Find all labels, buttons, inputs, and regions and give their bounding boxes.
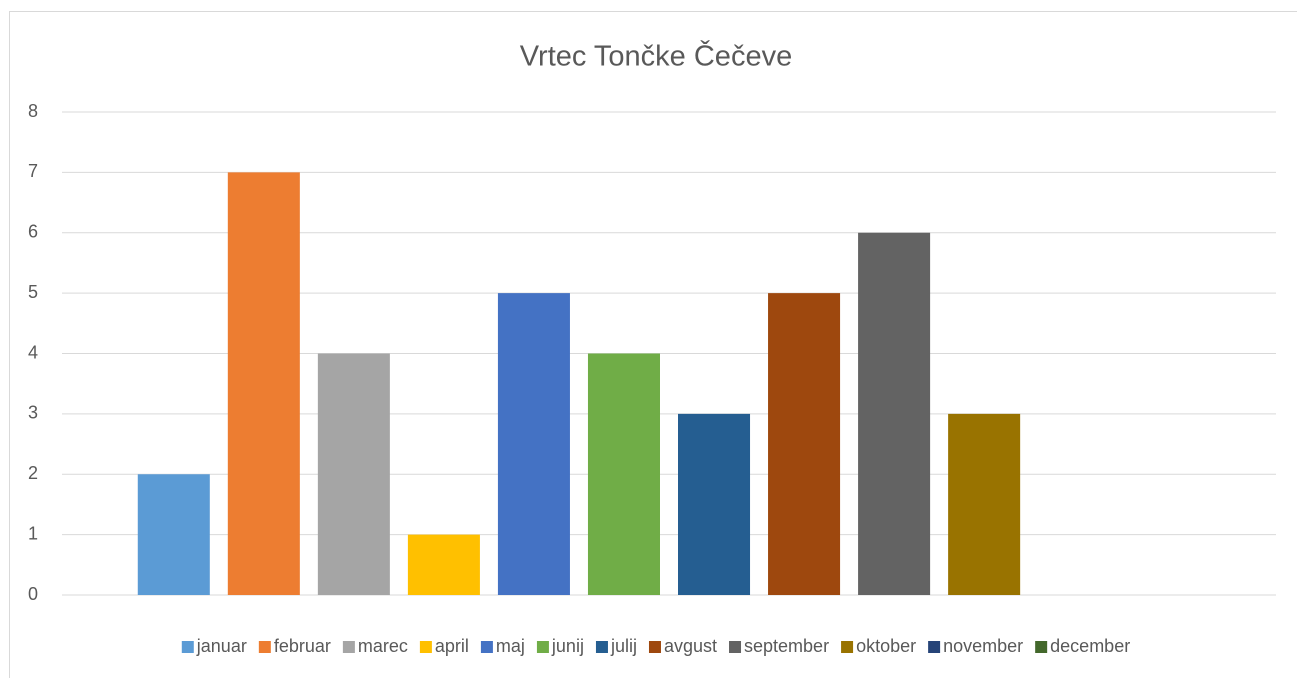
legend-label: maj xyxy=(496,636,525,656)
legend-label: marec xyxy=(358,636,408,656)
legend-swatch xyxy=(841,641,854,653)
y-tick-label: 4 xyxy=(28,342,38,362)
legend-label: december xyxy=(1050,636,1130,656)
legend-label: junij xyxy=(551,636,584,656)
y-tick-label: 5 xyxy=(28,282,38,302)
y-tick-label: 1 xyxy=(28,523,38,543)
y-tick-label: 8 xyxy=(28,101,38,121)
legend-label: oktober xyxy=(856,636,916,656)
legend-label: februar xyxy=(274,636,331,656)
chart-title: Vrtec Tončke Čečeve xyxy=(520,39,792,73)
legend-label: avgust xyxy=(664,636,717,656)
legend-label: april xyxy=(435,636,469,656)
legend-label: januar xyxy=(196,636,247,656)
legend-swatch xyxy=(258,641,271,653)
bar xyxy=(407,534,480,595)
legend-swatch xyxy=(419,641,432,653)
legend-swatch xyxy=(342,641,355,653)
bar xyxy=(497,293,570,595)
bar xyxy=(858,232,931,595)
y-tick-label: 3 xyxy=(28,403,38,423)
bar xyxy=(587,353,660,595)
legend-swatch xyxy=(1035,641,1048,653)
legend-swatch xyxy=(648,641,661,653)
bar xyxy=(768,293,841,595)
bar xyxy=(948,413,1021,595)
y-tick-label: 0 xyxy=(28,584,38,604)
legend-label: november xyxy=(943,636,1023,656)
legend-label: julij xyxy=(610,636,637,656)
legend-swatch xyxy=(595,641,608,653)
y-tick-label: 6 xyxy=(28,222,38,242)
legend-swatch xyxy=(928,641,941,653)
bar xyxy=(227,172,300,595)
legend-swatch xyxy=(480,641,493,653)
legend-swatch xyxy=(536,641,549,653)
bar xyxy=(678,413,751,595)
legend-swatch xyxy=(181,641,194,653)
y-tick-label: 7 xyxy=(28,161,38,181)
legend-label: september xyxy=(744,636,829,656)
bar xyxy=(137,474,210,595)
bar xyxy=(317,353,390,595)
legend-swatch xyxy=(729,641,742,653)
y-tick-label: 2 xyxy=(28,463,38,483)
